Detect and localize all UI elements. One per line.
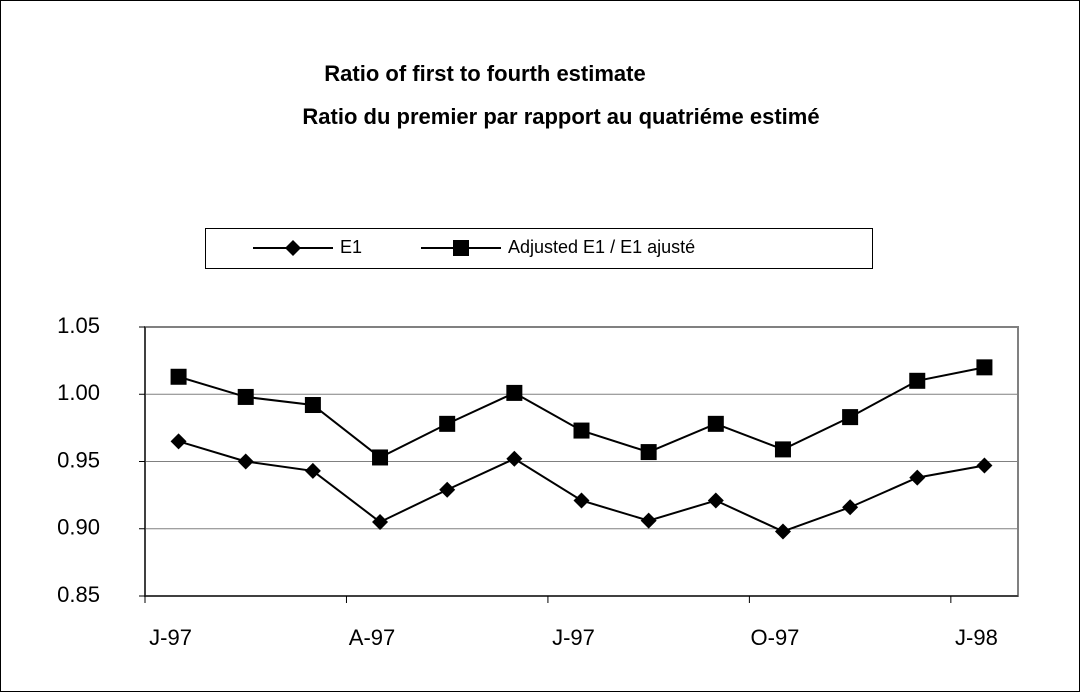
x-tick-label: O-97 xyxy=(751,625,800,650)
data-point xyxy=(909,372,926,389)
data-point xyxy=(170,433,187,450)
x-tick-label: J-98 xyxy=(955,625,998,650)
data-point xyxy=(976,359,993,376)
x-tick-label: J-97 xyxy=(552,625,595,650)
data-point xyxy=(774,441,791,458)
data-point xyxy=(304,397,321,414)
data-point xyxy=(237,388,254,405)
data-point xyxy=(842,499,859,516)
data-point xyxy=(640,444,657,461)
data-point xyxy=(439,415,456,432)
data-point xyxy=(707,492,724,509)
y-tick-label: 1.00 xyxy=(57,380,100,405)
y-tick-label: 0.90 xyxy=(57,515,100,540)
y-tick-label: 0.95 xyxy=(57,447,100,472)
legend-label: E1 xyxy=(340,237,362,257)
data-point xyxy=(304,462,321,479)
data-point xyxy=(707,415,724,432)
y-tick-label: 1.05 xyxy=(57,313,100,338)
chart-subtitle: Ratio du premier par rapport au quatriém… xyxy=(302,104,819,129)
data-point xyxy=(170,368,187,385)
data-point xyxy=(976,457,993,474)
legend-marker xyxy=(453,240,469,256)
chart-title: Ratio of first to fourth estimate xyxy=(324,61,645,86)
x-tick-label: J-97 xyxy=(149,625,192,650)
x-tick-label: A-97 xyxy=(349,625,395,650)
data-point xyxy=(573,422,590,439)
data-point xyxy=(372,449,389,466)
data-point xyxy=(506,450,523,467)
data-point xyxy=(237,453,254,470)
data-point xyxy=(774,523,791,540)
data-point xyxy=(573,492,590,509)
y-tick-label: 0.85 xyxy=(57,582,100,607)
data-point xyxy=(640,512,657,529)
data-point xyxy=(842,409,859,426)
legend-label: Adjusted E1 / E1 ajusté xyxy=(508,237,695,257)
data-point xyxy=(506,384,523,401)
data-point xyxy=(439,481,456,498)
legend-marker xyxy=(285,240,301,256)
data-point xyxy=(372,514,389,531)
data-point xyxy=(909,469,926,486)
